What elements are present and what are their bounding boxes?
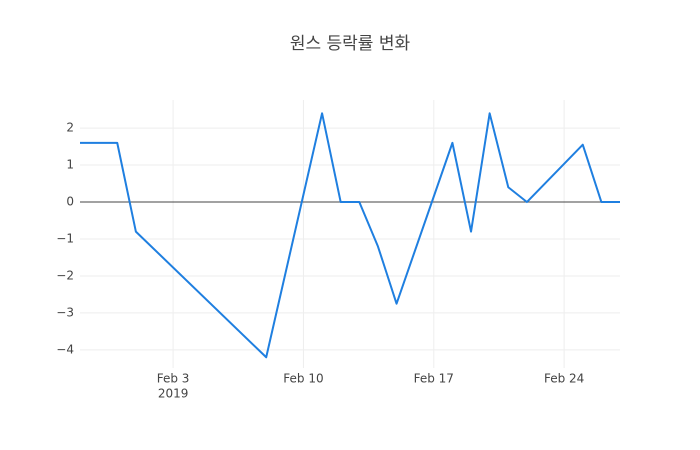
y-tick-label: −3	[56, 305, 74, 319]
y-tick-label: 0	[66, 195, 74, 209]
x-year-label: 2019	[158, 387, 189, 401]
y-tick-label: −1	[56, 231, 74, 245]
x-tick-label: Feb 24	[544, 372, 584, 386]
x-tick-label: Feb 10	[283, 372, 323, 386]
x-tick-label: Feb 3	[157, 372, 190, 386]
y-tick-label: 2	[66, 121, 74, 135]
y-tick-label: −2	[56, 268, 74, 282]
y-tick-label: −4	[56, 342, 74, 356]
chart-title: 원스 등락률 변화	[290, 34, 411, 54]
x-tick-label: Feb 17	[414, 372, 454, 386]
y-tick-label: 1	[66, 158, 74, 172]
line	[80, 112, 620, 359]
